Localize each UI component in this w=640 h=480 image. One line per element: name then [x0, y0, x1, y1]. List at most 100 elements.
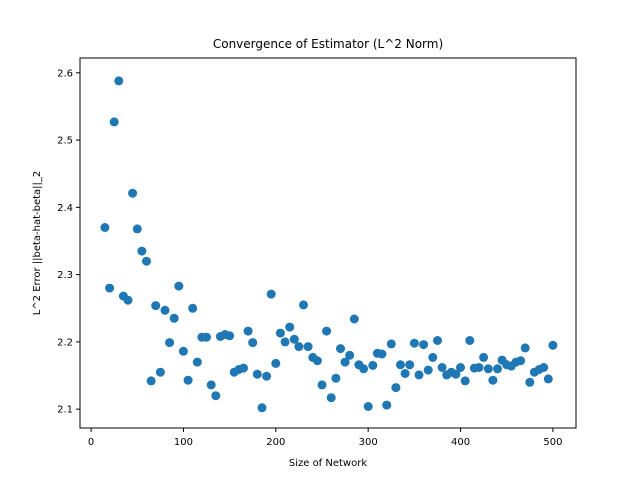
data-point-34 — [257, 403, 267, 413]
data-point-5 — [123, 295, 133, 305]
y-tick-label: 2.2 — [57, 337, 73, 348]
data-point-27 — [225, 331, 235, 341]
data-point-71 — [428, 352, 438, 362]
x-axis: 0 100 200 300 400 500 — [88, 428, 562, 448]
x-tick-label: 0 — [88, 437, 94, 448]
data-point-8 — [137, 246, 147, 256]
data-point-43 — [299, 300, 308, 310]
plot-frame — [79, 57, 577, 429]
data-point-46 — [312, 356, 322, 366]
data-point-18 — [183, 375, 193, 385]
data-point-50 — [331, 373, 341, 383]
data-point-66 — [405, 360, 415, 370]
data-point-1 — [105, 283, 115, 293]
x-axis-label: Size of Network — [289, 458, 367, 469]
data-point-24 — [211, 391, 221, 401]
chart-title: Convergence of Estimator (L^2 Norm) — [213, 37, 443, 51]
data-point-33 — [252, 369, 262, 379]
data-point-83 — [483, 364, 493, 374]
data-point-70 — [423, 365, 433, 375]
data-point-60 — [377, 349, 387, 359]
data-point-52 — [340, 357, 350, 367]
data-point-96 — [543, 374, 553, 384]
data-point-14 — [165, 338, 175, 348]
data-point-58 — [368, 360, 378, 370]
data-point-72 — [433, 336, 442, 345]
data-point-95 — [539, 363, 549, 372]
data-point-77 — [456, 363, 465, 372]
data-point-39 — [280, 337, 290, 347]
y-axis: 2.1 2.2 2.3 2.4 2.5 2.6 — [57, 68, 80, 416]
data-point-6 — [128, 188, 138, 198]
y-tick-label: 2.5 — [57, 136, 73, 147]
data-point-67 — [409, 338, 419, 348]
points-layer — [100, 76, 558, 413]
data-point-17 — [178, 346, 188, 356]
data-point-57 — [363, 402, 373, 411]
x-tick-label: 300 — [359, 437, 378, 448]
data-point-54 — [349, 314, 359, 324]
data-point-32 — [248, 338, 258, 348]
data-point-10 — [146, 376, 156, 386]
data-point-82 — [479, 352, 489, 362]
y-tick-label: 2.3 — [57, 270, 73, 281]
data-point-13 — [160, 305, 170, 315]
data-point-53 — [345, 350, 355, 360]
data-point-35 — [262, 371, 272, 381]
data-point-69 — [419, 340, 429, 350]
data-point-49 — [326, 393, 336, 403]
data-point-90 — [516, 356, 526, 366]
y-tick-label: 2.1 — [57, 405, 73, 416]
data-point-44 — [303, 342, 313, 352]
data-point-64 — [396, 360, 405, 370]
y-tick-label: 2.4 — [57, 203, 73, 214]
data-point-48 — [322, 326, 332, 336]
data-point-79 — [465, 336, 475, 345]
data-point-62 — [386, 339, 396, 349]
data-point-12 — [155, 367, 165, 377]
x-tick-label: 500 — [543, 437, 562, 448]
data-point-38 — [275, 328, 285, 338]
data-point-76 — [451, 369, 461, 379]
data-point-97 — [548, 340, 558, 350]
data-point-7 — [132, 224, 142, 234]
data-point-23 — [206, 380, 216, 390]
data-point-9 — [142, 256, 151, 266]
data-point-73 — [437, 363, 447, 372]
data-point-30 — [239, 363, 248, 373]
data-point-47 — [317, 380, 327, 390]
data-point-56 — [359, 364, 369, 374]
data-point-85 — [493, 364, 502, 374]
data-point-2 — [109, 117, 119, 127]
data-point-36 — [266, 289, 276, 299]
data-point-91 — [520, 343, 530, 353]
data-point-19 — [188, 303, 198, 313]
data-point-3 — [114, 76, 124, 86]
y-axis-label: L^2 Error ||beta-hat-beta||_2 — [32, 171, 43, 316]
data-point-68 — [414, 370, 424, 380]
x-tick-label: 100 — [174, 437, 193, 448]
data-point-84 — [488, 375, 498, 385]
data-point-61 — [382, 400, 392, 410]
data-point-15 — [169, 313, 179, 323]
data-point-40 — [285, 322, 295, 332]
data-point-65 — [400, 369, 410, 378]
x-tick-label: 400 — [451, 437, 470, 448]
data-point-51 — [336, 344, 345, 354]
x-tick-label: 200 — [266, 437, 285, 448]
data-point-37 — [271, 358, 281, 368]
data-point-81 — [474, 363, 484, 372]
data-point-22 — [202, 332, 211, 342]
data-point-63 — [391, 383, 401, 393]
data-point-78 — [460, 376, 470, 386]
data-point-16 — [174, 281, 184, 291]
data-point-20 — [192, 357, 202, 367]
y-tick-label: 2.6 — [57, 68, 73, 79]
data-point-31 — [243, 326, 253, 336]
data-point-0 — [100, 223, 110, 232]
data-point-42 — [294, 342, 304, 352]
data-point-11 — [151, 301, 161, 311]
data-point-41 — [289, 334, 299, 344]
